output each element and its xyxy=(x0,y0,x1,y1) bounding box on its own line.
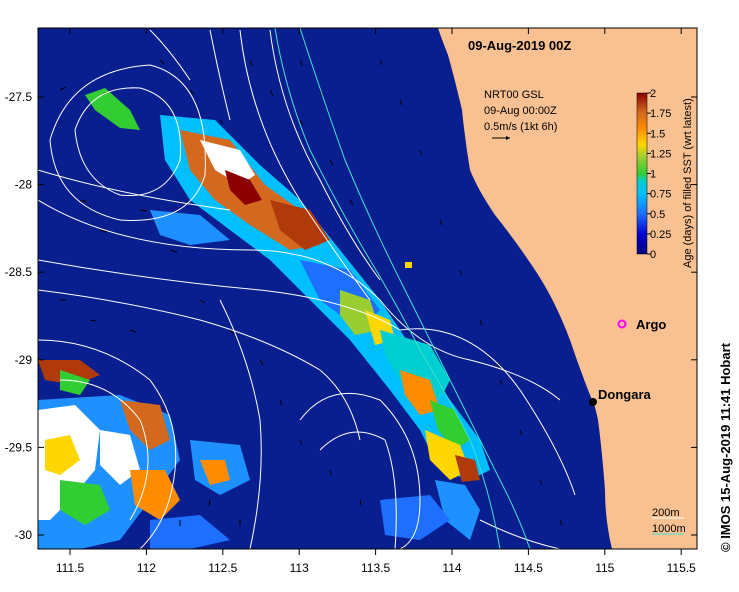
info-line-2: 09-Aug 00:00Z xyxy=(484,105,557,117)
legend-200m-label: 200m xyxy=(652,507,680,519)
dongara-marker[interactable]: Dongara xyxy=(589,387,652,406)
colorbar-tick-label: 2 xyxy=(650,88,656,100)
info-line-3: 0.5m/s (1kt 6h) xyxy=(484,121,557,133)
plot-frame xyxy=(37,27,698,550)
sst-age-patches xyxy=(38,88,490,549)
x-tick-label: 114.5 xyxy=(514,561,543,575)
y-tick-label: -28 xyxy=(15,178,33,192)
x-tick-label: 114 xyxy=(442,561,461,575)
scale-arrow xyxy=(492,136,510,140)
x-axis: 111.5 112 112.5 113 113.5 114 114.5 115 115.5 xyxy=(56,28,696,575)
x-tick-label: 113 xyxy=(290,561,309,575)
contour-lines xyxy=(38,29,576,549)
x-tick-label: 115.5 xyxy=(667,561,696,575)
colorbar: 2 1.75 1.5 1.25 1 0.75 0.5 0.25 0 Age (days) of … xyxy=(636,88,694,268)
colorbar-gradient xyxy=(636,92,648,255)
colorbar-tick-label: 0 xyxy=(650,249,656,261)
credit-text: © IMOS 15-Aug-2019 11:41 Hobart xyxy=(718,342,733,552)
isobath-200m xyxy=(274,28,501,549)
x-tick-label: 115 xyxy=(595,561,614,575)
colorbar-tick-label: 0.75 xyxy=(650,189,671,201)
y-axis: -27.5 -28 -28.5 -29 -29.5 -30 xyxy=(5,90,697,542)
argo-icon[interactable] xyxy=(617,319,627,329)
x-tick-label: 113.5 xyxy=(361,561,390,575)
legend-1000m-label: 1000m xyxy=(652,523,686,535)
x-tick-label: 112 xyxy=(137,561,156,575)
land xyxy=(438,28,697,549)
x-tick-label: 111.5 xyxy=(56,561,85,575)
colorbar-tick-label: 1.5 xyxy=(650,128,665,140)
colorbar-tick-label: 0.5 xyxy=(650,209,665,221)
town-dot-icon[interactable] xyxy=(589,398,597,406)
map-title: 09-Aug-2019 00Z xyxy=(468,38,571,53)
y-tick-label: -27.5 xyxy=(5,90,33,104)
y-tick-label: -28.5 xyxy=(5,265,33,279)
colorbar-tick-label: 1.25 xyxy=(650,148,671,160)
current-arrows xyxy=(59,59,563,526)
argo-marker[interactable]: Argo xyxy=(617,317,667,332)
y-tick-label: -29 xyxy=(15,353,33,367)
colorbar-label: Age (days) of filled SST (wrt latest) xyxy=(682,98,694,268)
colorbar-ticks: 2 1.75 1.5 1.25 1 0.75 0.5 0.25 0 xyxy=(647,88,671,261)
x-tick-label: 112.5 xyxy=(208,561,237,575)
plot-area xyxy=(38,28,697,549)
y-tick-label: -30 xyxy=(15,528,33,542)
y-tick-label: -29.5 xyxy=(5,440,33,454)
dongara-label: Dongara xyxy=(598,387,652,402)
colorbar-tick-label: 1.75 xyxy=(650,108,671,120)
depth-legend: 200m 1000m xyxy=(652,507,686,535)
colorbar-tick-label: 0.25 xyxy=(650,229,671,241)
info-line-1: NRT00 GSL xyxy=(484,89,544,101)
isobath-1000m xyxy=(299,28,531,549)
colorbar-tick-label: 1 xyxy=(650,169,656,181)
argo-label: Argo xyxy=(636,317,666,332)
